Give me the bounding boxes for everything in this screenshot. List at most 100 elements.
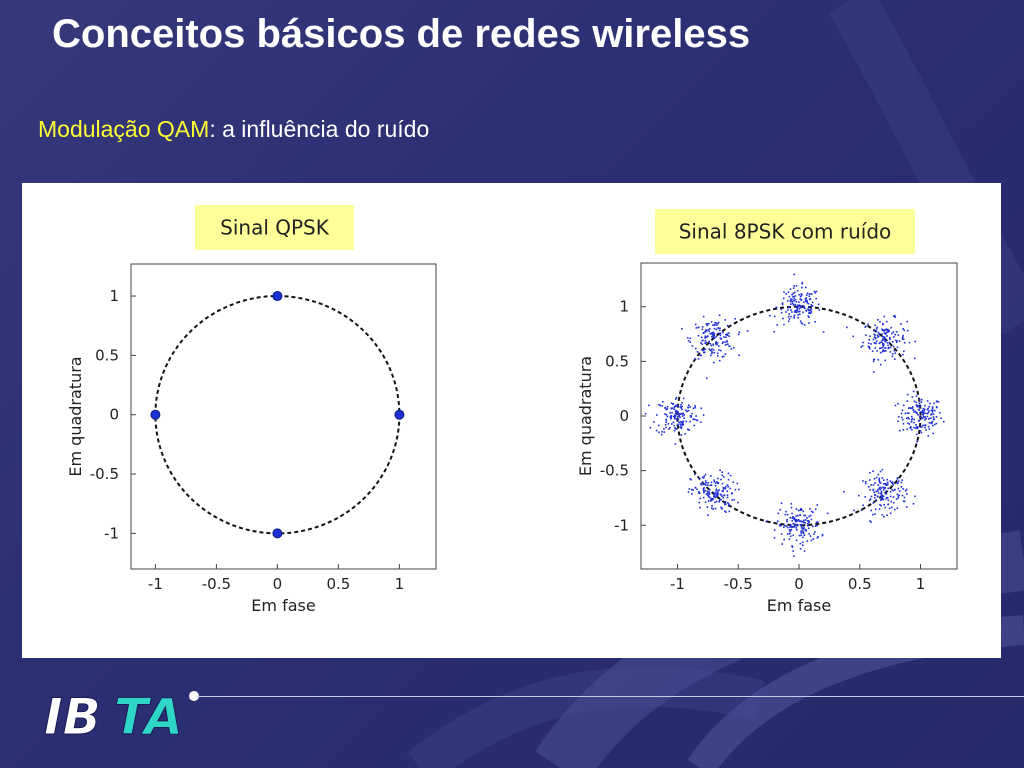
noise-sample <box>704 348 707 351</box>
noise-sample <box>713 493 715 496</box>
noise-sample <box>711 348 713 350</box>
noise-sample <box>699 354 702 357</box>
noise-sample <box>726 494 729 496</box>
noise-sample <box>932 416 935 418</box>
noise-sample <box>792 516 794 518</box>
noise-sample <box>928 418 930 420</box>
noise-sample <box>721 482 724 485</box>
noise-sample <box>902 334 904 337</box>
y-tick-label: -1 <box>104 524 119 542</box>
noise-sample <box>883 350 886 352</box>
noise-sample <box>877 495 879 498</box>
noise-sample <box>882 495 885 498</box>
noise-sample <box>802 525 805 527</box>
noise-sample <box>902 488 904 490</box>
noise-sample <box>883 336 885 338</box>
noise-sample <box>723 355 725 358</box>
noise-sample <box>707 335 709 337</box>
noise-sample <box>670 407 673 410</box>
noise-sample <box>788 538 791 540</box>
noise-sample <box>881 494 884 497</box>
noise-sample <box>805 310 808 312</box>
noise-sample <box>896 482 899 485</box>
noise-sample <box>911 428 913 431</box>
noise-sample <box>798 310 801 313</box>
noise-sample <box>718 489 720 491</box>
noise-sample <box>681 408 683 411</box>
noise-sample <box>710 352 713 355</box>
noise-sample <box>911 407 913 409</box>
noise-sample <box>714 321 716 324</box>
noise-sample <box>714 496 717 499</box>
noise-sample <box>815 521 818 524</box>
noise-sample <box>918 398 921 401</box>
noise-sample <box>667 423 670 425</box>
noise-sample <box>791 300 794 303</box>
noise-sample <box>738 354 740 357</box>
noise-sample <box>717 482 720 484</box>
noise-sample <box>873 329 875 332</box>
noise-sample <box>691 493 693 495</box>
noise-sample <box>895 331 898 333</box>
noise-sample <box>900 412 903 415</box>
noise-sample <box>932 413 935 415</box>
noise-sample <box>808 521 810 524</box>
noise-sample <box>670 415 673 418</box>
plot-label-box <box>195 205 354 250</box>
noise-sample <box>734 317 737 320</box>
noise-sample <box>675 396 678 399</box>
noise-sample <box>903 350 905 353</box>
noise-sample <box>896 340 898 342</box>
noise-sample <box>865 334 867 336</box>
noise-sample <box>702 487 705 490</box>
noise-sample <box>935 415 938 418</box>
noise-sample <box>794 310 796 312</box>
noise-sample <box>703 487 705 489</box>
y-tick-label: -0.5 <box>90 465 119 483</box>
noise-sample <box>694 358 696 360</box>
noise-sample <box>794 518 796 520</box>
noise-sample <box>912 502 915 505</box>
noise-sample <box>889 495 892 498</box>
noise-sample <box>800 294 803 297</box>
noise-sample <box>868 346 870 348</box>
noise-sample <box>715 492 717 494</box>
noise-sample <box>897 415 900 418</box>
noise-sample <box>679 406 682 408</box>
noise-sample <box>862 341 864 344</box>
noise-sample <box>815 297 817 300</box>
noise-sample <box>890 500 893 503</box>
noise-sample <box>712 334 714 337</box>
noise-sample <box>799 295 802 298</box>
noise-sample <box>721 490 724 492</box>
noise-sample <box>902 327 904 330</box>
noise-sample <box>798 520 801 522</box>
noise-sample <box>801 529 804 532</box>
noise-sample <box>896 493 899 496</box>
noise-sample <box>792 292 795 295</box>
noise-sample <box>787 309 789 311</box>
noise-sample <box>791 311 793 313</box>
noise-sample <box>728 510 731 513</box>
noise-sample <box>793 523 796 525</box>
noise-sample <box>875 327 878 330</box>
noise-sample <box>669 426 671 429</box>
noise-sample <box>720 494 722 496</box>
noise-sample <box>796 309 799 311</box>
noise-sample <box>906 428 909 431</box>
noise-sample <box>891 341 894 343</box>
noise-sample <box>688 488 691 490</box>
noise-sample <box>776 324 779 326</box>
noise-sample <box>726 334 729 337</box>
noise-sample <box>678 421 680 424</box>
slide-title: Conceitos básicos de redes wireless <box>52 12 751 56</box>
noise-sample <box>878 342 881 345</box>
noise-sample <box>698 477 701 480</box>
noise-sample <box>705 493 708 496</box>
noise-sample <box>896 507 899 510</box>
noise-sample <box>716 494 718 496</box>
noise-sample <box>705 336 708 339</box>
noise-sample <box>873 333 876 336</box>
noise-sample <box>882 349 885 351</box>
noise-sample <box>691 488 693 491</box>
